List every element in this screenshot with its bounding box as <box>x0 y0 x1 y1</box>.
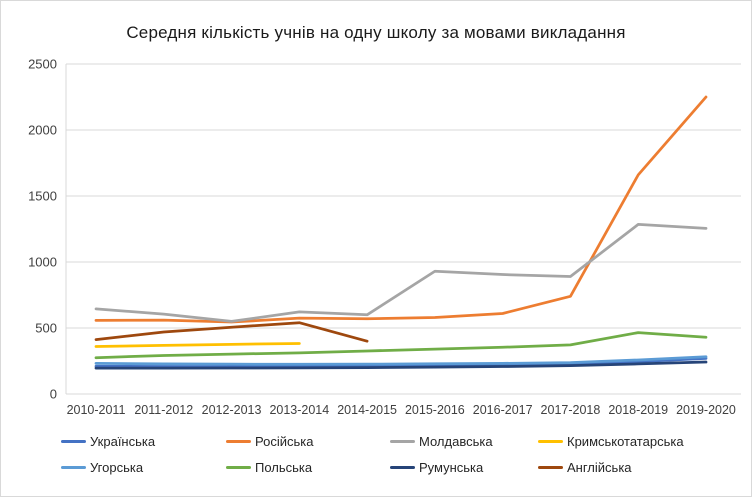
x-tick-label: 2019-2020 <box>676 403 736 417</box>
y-tick-label: 0 <box>50 387 57 402</box>
legend-label: Українська <box>90 434 156 449</box>
x-tick-label: 2017-2018 <box>541 403 601 417</box>
x-tick-label: 2013-2014 <box>269 403 329 417</box>
legend-swatch-icon <box>226 465 251 470</box>
legend-swatch-icon <box>61 465 86 470</box>
y-tick-label: 2000 <box>28 123 57 138</box>
x-tick-label: 2011-2012 <box>134 403 193 417</box>
series-line-Молдавська <box>94 223 708 323</box>
legend-label: Румунська <box>419 460 484 475</box>
legend-item-Російська: Російська <box>226 434 390 449</box>
legend-item-Англійська: Англійська <box>538 460 748 475</box>
legend-item-Румунська: Румунська <box>390 460 538 475</box>
legend-swatch-icon <box>226 439 251 444</box>
x-tick-label: 2015-2016 <box>405 403 465 417</box>
series-line-Угорська <box>94 355 708 366</box>
legend-label: Угорська <box>90 460 144 475</box>
legend-label: Англійська <box>567 460 632 475</box>
legend-swatch-icon <box>538 465 563 470</box>
legend-item-Угорська: Угорська <box>61 460 226 475</box>
y-tick-label: 2500 <box>28 57 57 72</box>
series-line-Російська <box>94 95 708 324</box>
series-line-Польська <box>94 331 708 360</box>
legend-item-Кримськотатарська: Кримськотатарська <box>538 434 748 449</box>
x-tick-label: 2014-2015 <box>337 403 397 417</box>
legend-swatch-icon <box>390 439 415 444</box>
x-tick-label: 2016-2017 <box>473 403 533 417</box>
series-line-Англійська <box>94 321 369 343</box>
y-tick-label: 1500 <box>28 189 57 204</box>
series-line-Кримськотатарська <box>94 342 301 348</box>
y-tick-label: 1000 <box>28 255 57 270</box>
chart-legend: Українська Російська Молдавська Кримськотат… <box>61 434 748 475</box>
legend-item-Польська: Польська <box>226 460 390 475</box>
legend-label: Польська <box>255 460 313 475</box>
chart-title: Середня кількість учнів на одну школу за… <box>126 23 626 42</box>
y-tick-label: 500 <box>35 321 57 336</box>
series-line-Румунська <box>94 360 708 370</box>
legend-item-Молдавська: Молдавська <box>390 434 538 449</box>
legend-swatch-icon <box>390 465 415 470</box>
legend-item-Українська: Українська <box>61 434 226 449</box>
x-tick-label: 2018-2019 <box>608 403 668 417</box>
legend-label: Молдавська <box>419 434 493 449</box>
legend-label: Кримськотатарська <box>567 434 684 449</box>
legend-swatch-icon <box>538 439 563 444</box>
x-tick-label: 2012-2013 <box>202 403 262 417</box>
x-tick-label: 2010-2011 <box>67 403 126 417</box>
legend-swatch-icon <box>61 439 86 444</box>
legend-label: Російська <box>255 434 314 449</box>
